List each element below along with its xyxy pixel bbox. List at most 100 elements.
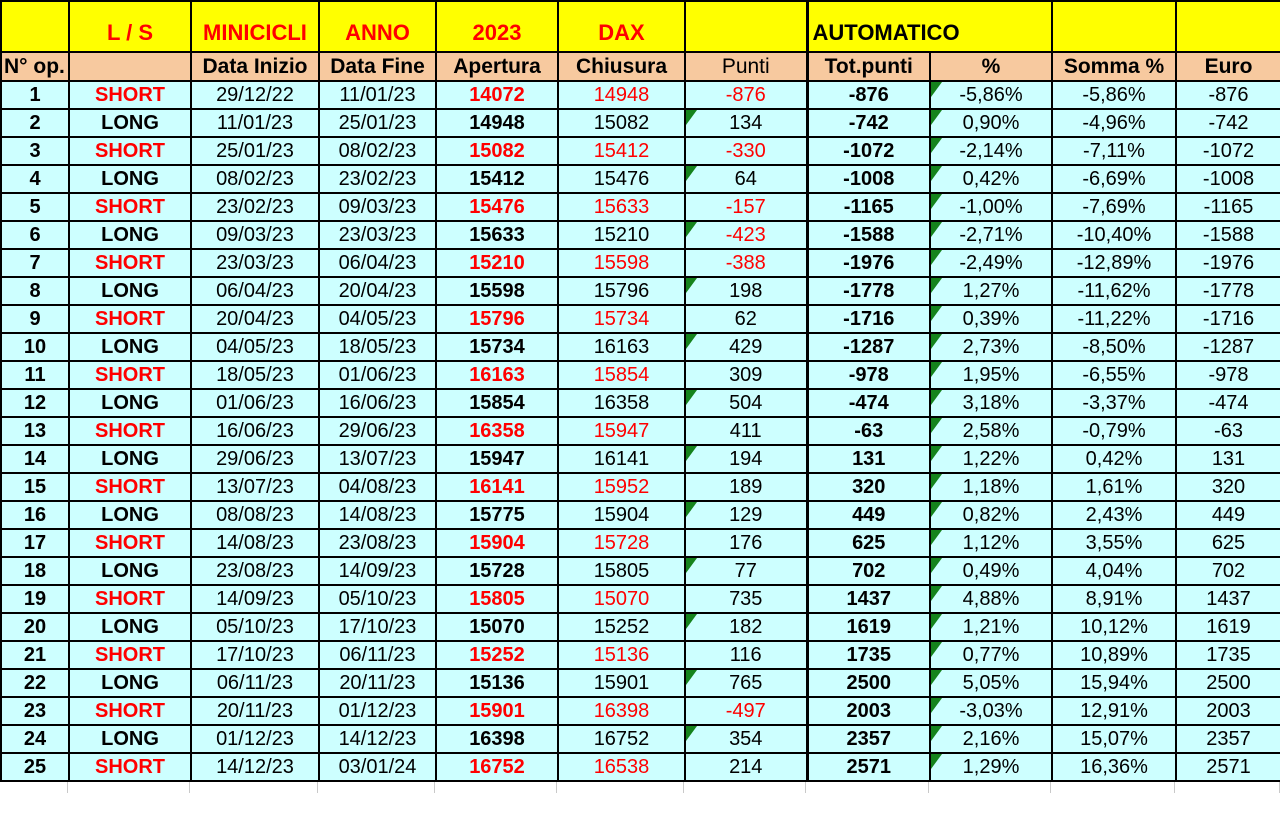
cell-tot-punti[interactable]: -742 bbox=[805, 108, 931, 138]
band-cell-empty-4[interactable] bbox=[1175, 0, 1280, 53]
cell-ls[interactable]: SHORT bbox=[68, 472, 192, 502]
cell-punti[interactable]: 735 bbox=[684, 584, 808, 614]
cell-data-inizio[interactable]: 05/10/23 bbox=[190, 612, 320, 642]
cell-punti[interactable]: 194 bbox=[684, 444, 808, 474]
cell-apertura[interactable]: 16163 bbox=[435, 360, 559, 390]
cell-n[interactable]: 20 bbox=[0, 612, 70, 642]
cell-somma-pct[interactable]: -5,86% bbox=[1051, 80, 1177, 110]
cell-data-fine[interactable]: 05/10/23 bbox=[318, 584, 437, 614]
cell-punti[interactable]: 62 bbox=[684, 304, 808, 334]
cell-punti[interactable]: 134 bbox=[684, 108, 808, 138]
cell-data-inizio[interactable]: 01/12/23 bbox=[190, 724, 320, 754]
cell-ls[interactable]: LONG bbox=[68, 108, 192, 138]
header-pct[interactable]: % bbox=[929, 51, 1053, 82]
cell-ls[interactable]: SHORT bbox=[68, 360, 192, 390]
cell-data-fine[interactable]: 06/11/23 bbox=[318, 640, 437, 670]
cell-punti[interactable]: 182 bbox=[684, 612, 808, 642]
cell-data-fine[interactable]: 14/09/23 bbox=[318, 556, 437, 586]
cell-chiusura[interactable]: 15598 bbox=[557, 248, 686, 278]
cell-euro[interactable]: 449 bbox=[1175, 500, 1280, 530]
cell-tot-punti[interactable]: 702 bbox=[805, 556, 931, 586]
cell-euro[interactable]: 2003 bbox=[1175, 696, 1280, 726]
cell-chiusura[interactable]: 16358 bbox=[557, 388, 686, 418]
cell-apertura[interactable]: 15252 bbox=[435, 640, 559, 670]
cell-euro[interactable]: -1165 bbox=[1175, 192, 1280, 222]
cell-data-fine[interactable]: 03/01/24 bbox=[318, 752, 437, 782]
cell-somma-pct[interactable]: 3,55% bbox=[1051, 528, 1177, 558]
cell-punti[interactable]: 77 bbox=[684, 556, 808, 586]
cell-n[interactable]: 7 bbox=[0, 248, 70, 278]
cell-pct[interactable]: 1,12% bbox=[929, 528, 1053, 558]
cell-somma-pct[interactable]: -11,62% bbox=[1051, 276, 1177, 306]
cell-punti[interactable]: 214 bbox=[684, 752, 808, 782]
cell-tot-punti[interactable]: -1165 bbox=[805, 192, 931, 222]
cell-data-fine[interactable]: 16/06/23 bbox=[318, 388, 437, 418]
cell-somma-pct[interactable]: -4,96% bbox=[1051, 108, 1177, 138]
cell-chiusura[interactable]: 15082 bbox=[557, 108, 686, 138]
cell-euro[interactable]: 320 bbox=[1175, 472, 1280, 502]
cell-tot-punti[interactable]: -1716 bbox=[805, 304, 931, 334]
cell-data-fine[interactable]: 01/06/23 bbox=[318, 360, 437, 390]
cell-somma-pct[interactable]: 4,04% bbox=[1051, 556, 1177, 586]
cell-chiusura[interactable]: 15728 bbox=[557, 528, 686, 558]
cell-data-fine[interactable]: 18/05/23 bbox=[318, 332, 437, 362]
cell-data-inizio[interactable]: 20/11/23 bbox=[190, 696, 320, 726]
cell-n[interactable]: 15 bbox=[0, 472, 70, 502]
cell-punti[interactable]: 354 bbox=[684, 724, 808, 754]
cell-data-fine[interactable]: 20/11/23 bbox=[318, 668, 437, 698]
band-cell-dax[interactable]: DAX bbox=[557, 0, 686, 53]
cell-punti[interactable]: -497 bbox=[684, 696, 808, 726]
cell-data-fine[interactable]: 20/04/23 bbox=[318, 276, 437, 306]
header-somma-pct[interactable]: Somma % bbox=[1051, 51, 1177, 82]
cell-tot-punti[interactable]: 625 bbox=[805, 528, 931, 558]
cell-data-inizio[interactable]: 14/08/23 bbox=[190, 528, 320, 558]
cell-somma-pct[interactable]: 15,07% bbox=[1051, 724, 1177, 754]
cell-pct[interactable]: 5,05% bbox=[929, 668, 1053, 698]
cell-chiusura[interactable]: 16163 bbox=[557, 332, 686, 362]
cell-euro[interactable]: 2357 bbox=[1175, 724, 1280, 754]
cell-somma-pct[interactable]: -11,22% bbox=[1051, 304, 1177, 334]
cell-data-inizio[interactable]: 25/01/23 bbox=[190, 136, 320, 166]
cell-data-inizio[interactable]: 23/03/23 bbox=[190, 248, 320, 278]
cell-ls[interactable]: SHORT bbox=[68, 752, 192, 782]
cell-somma-pct[interactable]: -8,50% bbox=[1051, 332, 1177, 362]
cell-pct[interactable]: -5,86% bbox=[929, 80, 1053, 110]
cell-euro[interactable]: 702 bbox=[1175, 556, 1280, 586]
cell-euro[interactable]: 625 bbox=[1175, 528, 1280, 558]
cell-somma-pct[interactable]: -6,55% bbox=[1051, 360, 1177, 390]
cell-pct[interactable]: -1,00% bbox=[929, 192, 1053, 222]
cell-data-fine[interactable]: 06/04/23 bbox=[318, 248, 437, 278]
header-apertura[interactable]: Apertura bbox=[435, 51, 559, 82]
cell-ls[interactable]: SHORT bbox=[68, 304, 192, 334]
cell-data-inizio[interactable]: 13/07/23 bbox=[190, 472, 320, 502]
cell-pct[interactable]: 4,88% bbox=[929, 584, 1053, 614]
cell-chiusura[interactable]: 15412 bbox=[557, 136, 686, 166]
cell-pct[interactable]: 0,77% bbox=[929, 640, 1053, 670]
cell-euro[interactable]: -1976 bbox=[1175, 248, 1280, 278]
cell-punti[interactable]: -423 bbox=[684, 220, 808, 250]
cell-tot-punti[interactable]: 2357 bbox=[805, 724, 931, 754]
band-cell-empty-3[interactable] bbox=[1051, 0, 1177, 53]
cell-tot-punti[interactable]: -1588 bbox=[805, 220, 931, 250]
cell-punti[interactable]: 64 bbox=[684, 164, 808, 194]
cell-pct[interactable]: 2,16% bbox=[929, 724, 1053, 754]
cell-n[interactable]: 4 bbox=[0, 164, 70, 194]
cell-pct[interactable]: 2,58% bbox=[929, 416, 1053, 446]
cell-tot-punti[interactable]: 131 bbox=[805, 444, 931, 474]
cell-punti[interactable]: -157 bbox=[684, 192, 808, 222]
cell-chiusura[interactable]: 16141 bbox=[557, 444, 686, 474]
cell-data-fine[interactable]: 01/12/23 bbox=[318, 696, 437, 726]
header-ls-empty[interactable] bbox=[68, 51, 192, 82]
cell-ls[interactable]: SHORT bbox=[68, 584, 192, 614]
cell-ls[interactable]: LONG bbox=[68, 444, 192, 474]
cell-somma-pct[interactable]: 16,36% bbox=[1051, 752, 1177, 782]
cell-apertura[interactable]: 15136 bbox=[435, 668, 559, 698]
cell-euro[interactable]: 2500 bbox=[1175, 668, 1280, 698]
cell-pct[interactable]: -2,71% bbox=[929, 220, 1053, 250]
cell-apertura[interactable]: 15775 bbox=[435, 500, 559, 530]
cell-pct[interactable]: 1,18% bbox=[929, 472, 1053, 502]
cell-somma-pct[interactable]: -12,89% bbox=[1051, 248, 1177, 278]
cell-apertura[interactable]: 14948 bbox=[435, 108, 559, 138]
cell-tot-punti[interactable]: 1735 bbox=[805, 640, 931, 670]
cell-euro[interactable]: 131 bbox=[1175, 444, 1280, 474]
